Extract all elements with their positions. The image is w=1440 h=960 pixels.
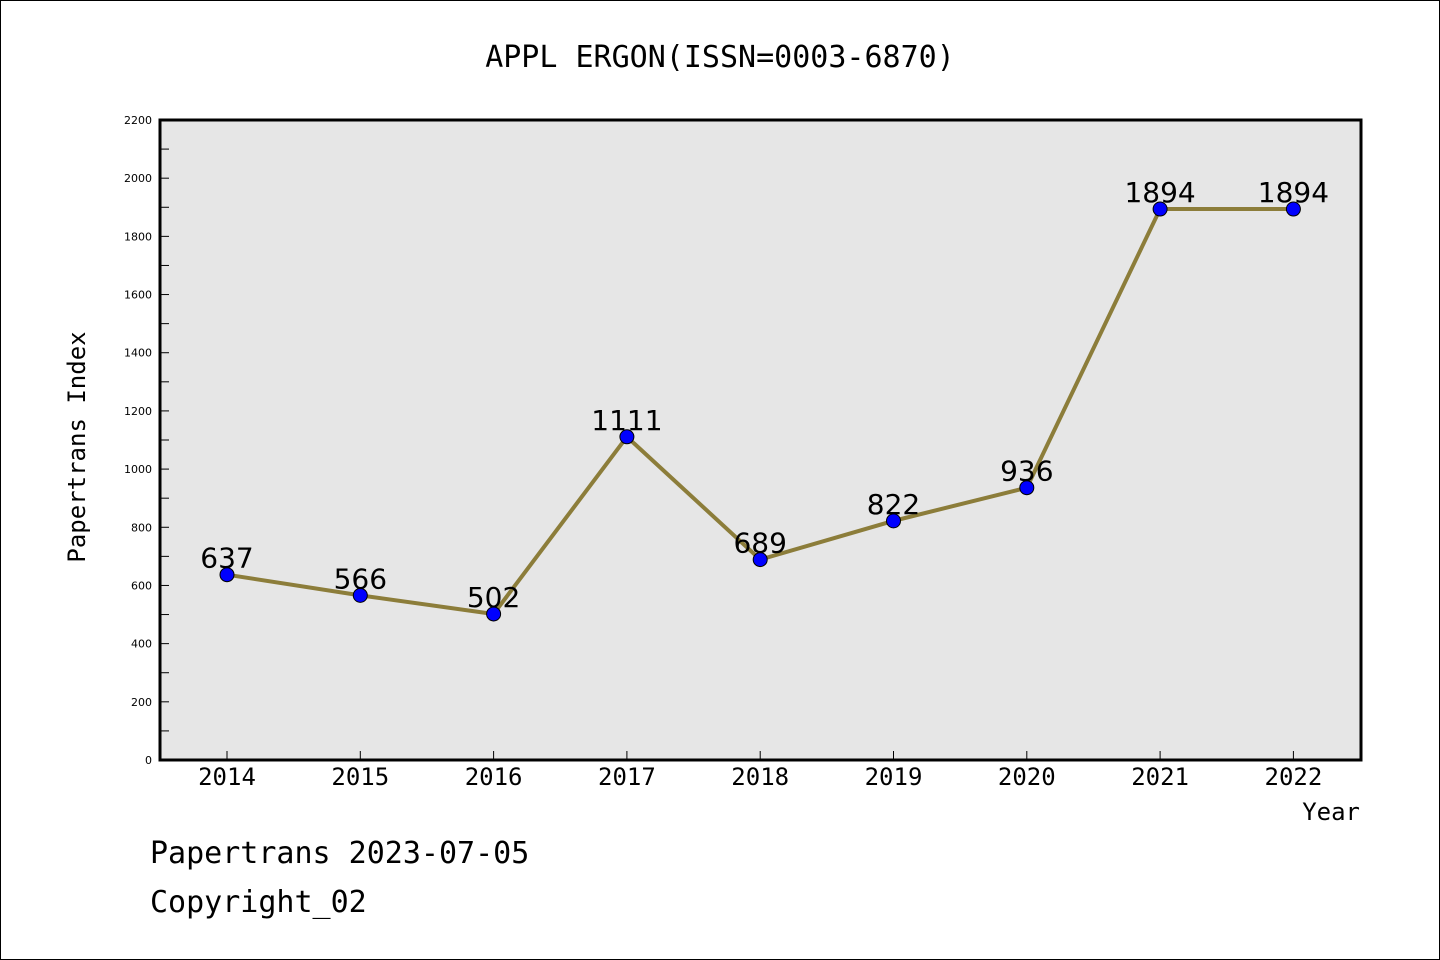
series-markers	[219, 201, 1301, 622]
data-point	[886, 513, 901, 529]
y-tick-label: 2000	[124, 172, 152, 185]
data-point	[1285, 201, 1301, 217]
y-tick-label: 400	[131, 638, 152, 651]
data-point	[219, 567, 235, 583]
x-tick-label: 2022	[1265, 763, 1323, 791]
data-label: 637	[200, 542, 253, 575]
data-label: 936	[1000, 455, 1053, 488]
x-tick-label: 2014	[198, 763, 256, 791]
footer-date: Papertrans 2023-07-05	[150, 836, 530, 871]
y-axis-label: Papertrans Index	[63, 331, 91, 562]
x-tick-label: 2019	[865, 763, 923, 791]
y-tick-label: 600	[131, 579, 152, 592]
chart-title: APPL ERGON(ISSN=0003-6870)	[485, 40, 955, 75]
plot-border	[158, 118, 1363, 762]
data-point	[352, 587, 368, 603]
x-tick-label: 2017	[598, 763, 656, 791]
data-label: 822	[867, 488, 920, 521]
data-label: 502	[467, 581, 520, 614]
y-axis-ticks: 0 200 400 600 800 1000 1200 1400 1600 1800 2000 220…	[124, 114, 169, 767]
data-label: 1894	[1124, 176, 1195, 209]
y-tick-label: 1600	[124, 289, 152, 302]
x-tick-label: 2020	[998, 763, 1056, 791]
y-tick-label: 1400	[124, 347, 152, 360]
y-tick-label: 200	[131, 696, 152, 709]
y-tick-label: 800	[131, 521, 152, 534]
data-label: 1111	[591, 404, 662, 437]
data-label: 1894	[1258, 176, 1329, 209]
y-tick-label: 0	[145, 754, 152, 767]
x-axis-ticks: 2014 2015 2016 2017 2018 2019 2020 2021 2022	[198, 751, 1322, 791]
data-point	[1019, 480, 1035, 496]
x-axis-label: Year	[1302, 798, 1360, 826]
plot-area	[160, 120, 1361, 760]
x-tick-label: 2018	[731, 763, 789, 791]
y-tick-label: 1200	[124, 405, 152, 418]
x-tick-label: 2015	[331, 763, 389, 791]
footer-copyright: Copyright_02	[150, 885, 367, 920]
data-point	[752, 552, 768, 568]
data-label: 689	[733, 527, 786, 560]
data-point	[486, 606, 502, 622]
data-point	[619, 429, 635, 445]
x-tick-label: 2021	[1131, 763, 1189, 791]
data-label: 566	[334, 562, 387, 595]
data-labels: 637 566 502 1111 689 822 936 1894 1894	[200, 176, 1329, 614]
data-point	[1152, 201, 1168, 217]
y-tick-label: 1800	[124, 230, 152, 243]
y-tick-label: 1000	[124, 463, 152, 476]
x-tick-label: 2016	[465, 763, 523, 791]
y-tick-label: 2200	[124, 114, 152, 127]
